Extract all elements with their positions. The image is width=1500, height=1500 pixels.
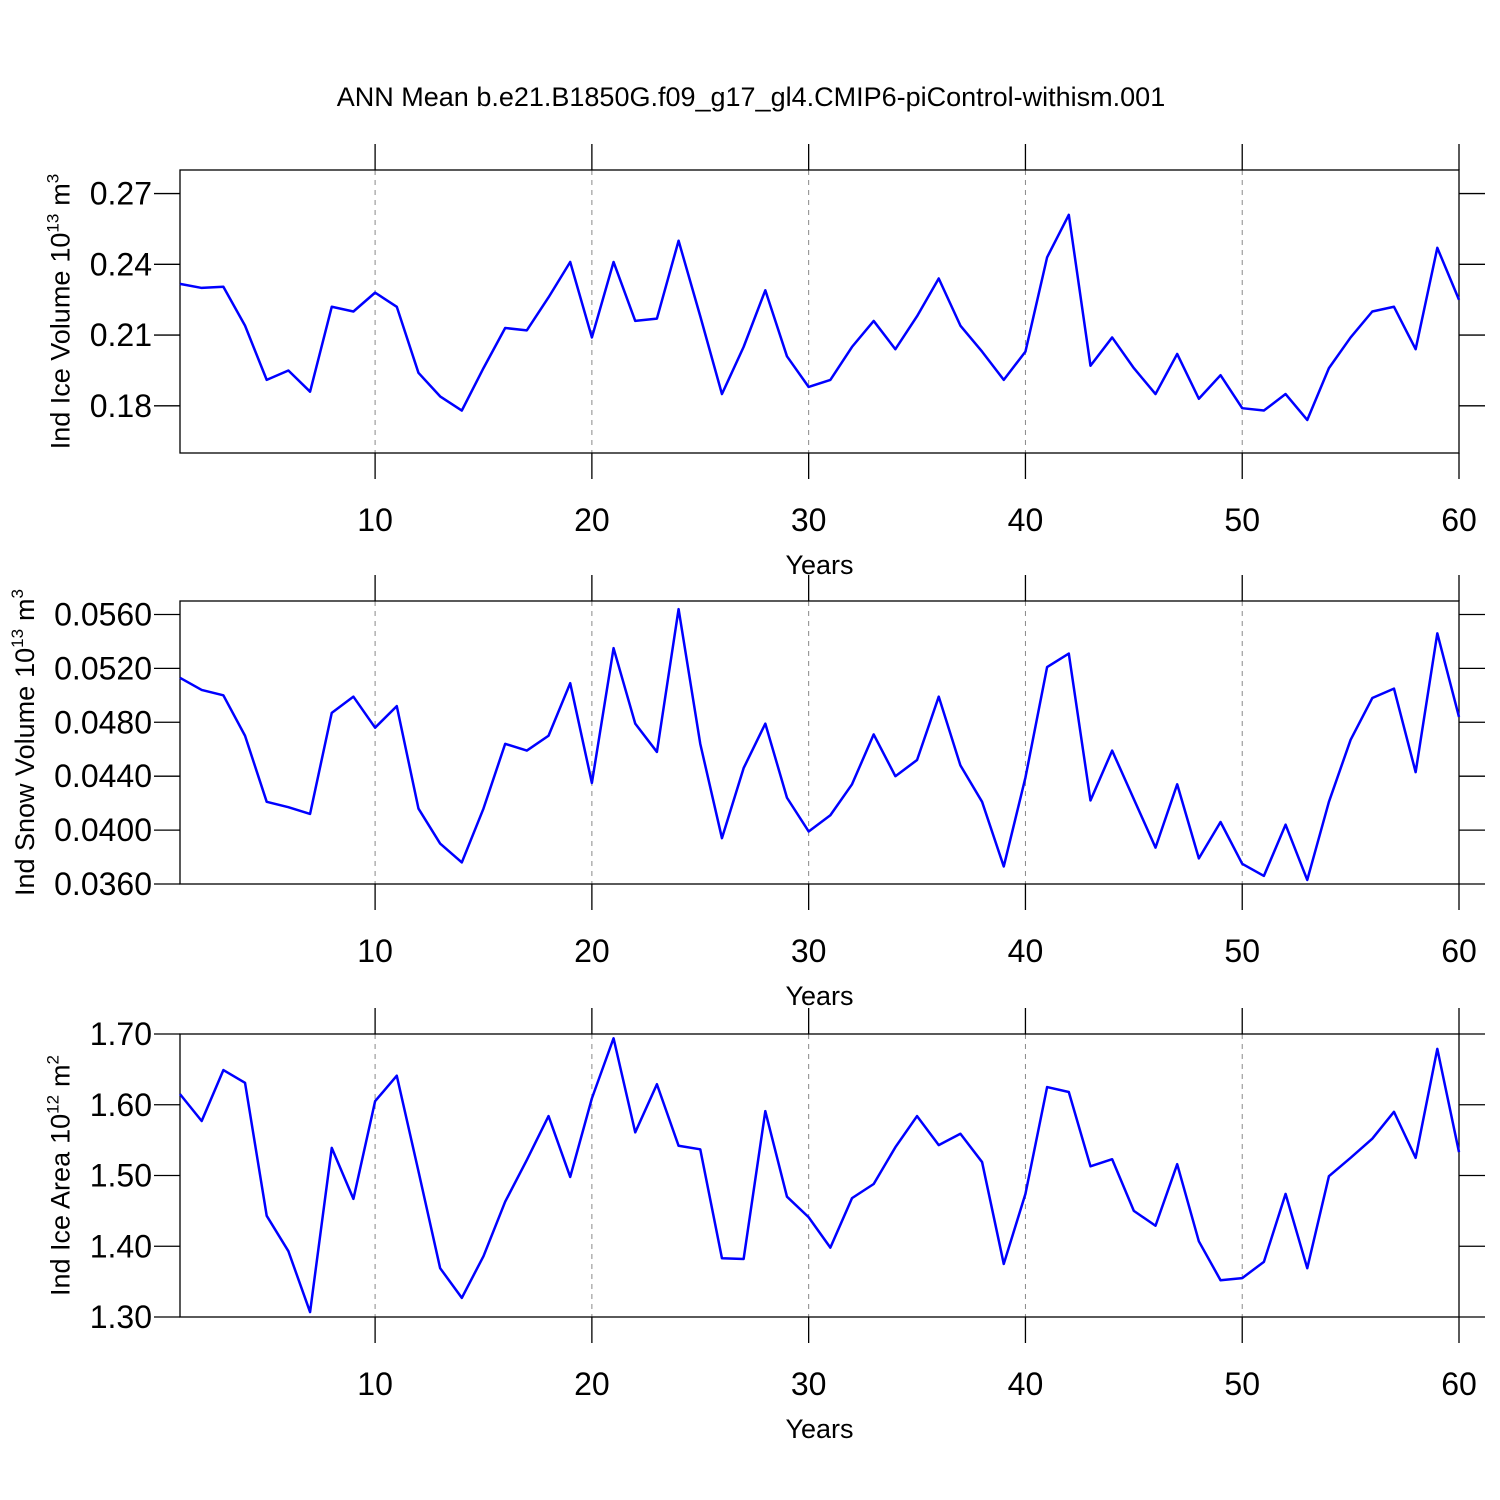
y-axis-title-scale: 10 (10, 648, 40, 678)
x-tick-label: 40 (1008, 502, 1044, 538)
y-tick-label: 1.30 (90, 1299, 152, 1335)
y-axis-title-scale: 10 (46, 1114, 76, 1144)
y-axis-title-scale: 10 (46, 233, 76, 263)
y-axis-title-text: Ind Ice Area (46, 1151, 76, 1296)
y-axis-title: Ind Snow Volume 1013 m3 (8, 589, 40, 896)
y-tick-label: 0.0560 (54, 596, 152, 632)
y-axis-title-unit-exp: 3 (8, 589, 27, 598)
y-tick-label: 1.40 (90, 1228, 152, 1264)
y-axis-title: Ind Ice Volume 1013 m3 (44, 174, 76, 450)
x-tick-label: 30 (791, 502, 827, 538)
y-axis-title: Ind Ice Area 1012 m2 (44, 1055, 76, 1296)
plot-frame (179, 600, 1460, 885)
y-tick-label: 0.0440 (54, 758, 152, 794)
y-axis-title-scale-exp: 13 (8, 629, 27, 648)
y-tick-label: 0.0480 (54, 704, 152, 740)
y-axis-title-scale-exp: 13 (44, 214, 63, 233)
x-tick-label: 20 (574, 502, 610, 538)
x-tick-label: 60 (1441, 1366, 1477, 1402)
y-tick-label: 0.27 (90, 176, 152, 212)
x-tick-label: 60 (1441, 933, 1477, 969)
x-tick-label: 50 (1224, 1366, 1260, 1402)
data-line (179, 213, 1461, 422)
y-tick-label: 0.18 (90, 388, 152, 424)
y-tick-label: 0.0360 (54, 866, 152, 902)
x-tick-label: 30 (791, 933, 827, 969)
y-axis-title-scale-exp: 12 (44, 1095, 63, 1114)
y-tick-label: 1.60 (90, 1087, 152, 1123)
y-axis-title-text: Ind Snow Volume (10, 686, 40, 896)
x-tick-label: 20 (574, 1366, 610, 1402)
y-tick-label: 1.50 (90, 1158, 152, 1194)
y-tick-label: 0.21 (90, 317, 152, 353)
data-line (179, 607, 1461, 882)
y-axis-title-unit: m (46, 1064, 76, 1087)
y-tick-label: 0.24 (90, 246, 152, 282)
x-tick-label: 40 (1008, 933, 1044, 969)
x-tick-label: 40 (1008, 1366, 1044, 1402)
y-axis-title-unit-exp: 3 (44, 174, 63, 183)
data-line (179, 1036, 1461, 1314)
y-axis-title-text: Ind Ice Volume (46, 271, 76, 450)
x-tick-label: 30 (791, 1366, 827, 1402)
x-axis-title: Years (785, 550, 853, 580)
x-tick-label: 60 (1441, 502, 1477, 538)
y-tick-label: 0.0520 (54, 650, 152, 686)
x-axis-title: Years (785, 1414, 853, 1444)
figure-title: ANN Mean b.e21.B1850G.f09_g17_gl4.CMIP6-… (337, 82, 1165, 112)
x-tick-label: 20 (574, 933, 610, 969)
y-tick-label: 0.0400 (54, 812, 152, 848)
x-tick-label: 50 (1224, 502, 1260, 538)
x-tick-label: 50 (1224, 933, 1260, 969)
x-tick-label: 10 (357, 1366, 393, 1402)
y-tick-label: 1.70 (90, 1016, 152, 1052)
y-axis-title-unit: m (10, 598, 40, 621)
x-tick-label: 10 (357, 502, 393, 538)
x-axis-title: Years (785, 981, 853, 1011)
x-tick-label: 10 (357, 933, 393, 969)
y-axis-title-unit: m (46, 183, 76, 206)
plot-frame (179, 169, 1460, 454)
y-axis-title-unit-exp: 2 (44, 1055, 63, 1064)
